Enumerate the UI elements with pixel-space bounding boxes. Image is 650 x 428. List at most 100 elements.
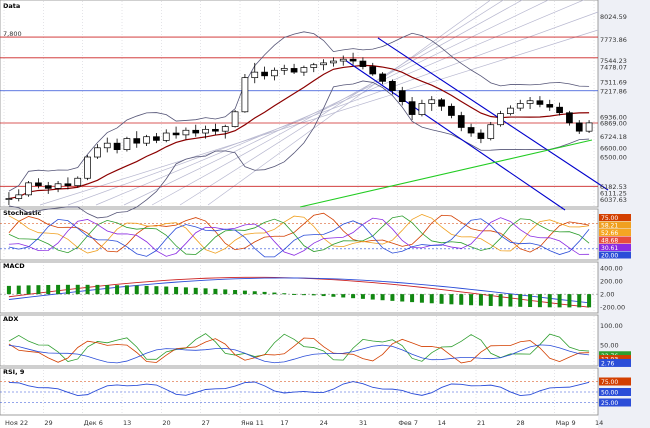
- macd-histogram-bar: [85, 284, 90, 295]
- price-axis-tick-label: 6936.00: [600, 113, 627, 121]
- macd-histogram-bar: [75, 284, 80, 295]
- adx-badge-label: 2.76: [601, 360, 615, 367]
- macd-histogram-bar: [183, 287, 188, 295]
- macd-histogram-bar: [26, 285, 31, 295]
- adx-badge: 2.76: [599, 358, 631, 367]
- macd-histogram-bar: [213, 288, 218, 295]
- price-axis-tick-label: 8024.59: [600, 13, 627, 21]
- channel-upper-line: [377, 37, 609, 191]
- stochastic-line: [8, 214, 590, 254]
- adx-panel-frame: [0, 314, 599, 367]
- candle-body: [379, 73, 386, 82]
- stochastic-badge: 52.66: [599, 229, 631, 237]
- candle-body: [231, 111, 239, 127]
- candle-body: [251, 71, 259, 79]
- stochastic-line: [8, 218, 590, 258]
- macd-histogram-bar: [508, 294, 513, 307]
- candle-body: [359, 60, 367, 67]
- macd-histogram-bar: [154, 286, 159, 295]
- candle-body: [162, 132, 170, 141]
- price-axis-tick-label: 6111.25: [600, 189, 627, 197]
- candle-body: [339, 58, 347, 62]
- adx-panel-title: ADX: [3, 315, 18, 323]
- candle-body: [310, 64, 318, 68]
- candle-body: [536, 100, 544, 105]
- adx-minus-di-line: [8, 337, 590, 364]
- candle-body: [349, 58, 357, 62]
- date-label: 14: [438, 419, 446, 427]
- macd-panel-frame: [0, 261, 599, 314]
- candle-body: [585, 122, 593, 132]
- rsi-line: [8, 381, 590, 397]
- bollinger-upper-line: [8, 31, 590, 192]
- price-panel-frame: [0, 0, 599, 208]
- date-label: 20: [162, 419, 170, 427]
- macd-histogram-bar: [301, 294, 306, 296]
- macd-histogram-bar: [370, 294, 375, 300]
- macd-histogram-bar: [410, 294, 415, 303]
- macd-histogram-bar: [272, 292, 277, 295]
- stochastic-line: [8, 212, 590, 253]
- macd-histogram-bar: [449, 294, 454, 305]
- macd-histogram-bar: [547, 294, 552, 308]
- date-label: Ноя 22: [5, 419, 28, 427]
- macd-histogram-bar: [115, 285, 120, 295]
- candle-body: [418, 103, 426, 115]
- adx-line: [8, 344, 590, 364]
- moving-average-line: [8, 64, 590, 200]
- candle-body: [448, 105, 455, 116]
- macd-histogram-bar: [351, 294, 356, 299]
- rsi-badge-label: 50.00: [601, 390, 618, 397]
- stochastic-badge-label: 75.00: [601, 215, 618, 222]
- candle-body: [182, 129, 190, 136]
- price-axis-tick-label: 6037.63: [600, 196, 627, 204]
- candle-body: [271, 69, 278, 77]
- adx-badge-bg: [599, 358, 631, 367]
- stochastic-badge-bg: [599, 236, 631, 244]
- rsi-plot: [0, 381, 598, 403]
- macd-histogram-bar: [557, 294, 562, 308]
- candle-body: [516, 103, 524, 109]
- date-label: 17: [280, 419, 288, 427]
- candle-body: [330, 60, 337, 64]
- macd-histogram-bar: [56, 284, 61, 295]
- price-axis-tick-label: 7478.07: [600, 63, 627, 71]
- candle-body: [467, 127, 475, 134]
- macd-histogram-bar: [174, 286, 179, 295]
- macd-histogram-bar: [6, 285, 11, 295]
- date-label: 31: [359, 419, 367, 427]
- macd-axis-tick-label: 400.00: [600, 265, 623, 273]
- macd-histogram-bar: [528, 294, 533, 308]
- candle-body: [389, 81, 396, 91]
- macd-histogram-bar: [65, 284, 70, 295]
- candle-body: [192, 129, 200, 134]
- candle-body: [457, 115, 465, 128]
- candle-body: [54, 183, 62, 189]
- date-label: 21: [477, 419, 485, 427]
- stochastic-badge-bg: [599, 251, 631, 259]
- macd-plot: [0, 276, 598, 308]
- candle-body: [290, 68, 298, 73]
- candle-body: [320, 62, 327, 66]
- stochastic-badge: 30.61: [599, 244, 631, 252]
- date-label: 14: [595, 419, 603, 427]
- macd-histogram-bar: [95, 284, 100, 295]
- grey-trend-line: [179, 0, 505, 206]
- macd-histogram-bar: [478, 294, 483, 306]
- stochastic-badge: 48.68: [599, 236, 631, 245]
- macd-histogram-bar: [16, 285, 21, 295]
- macd-histogram-bar: [292, 293, 297, 295]
- macd-histogram-bar: [429, 294, 434, 304]
- macd-histogram-bar: [439, 294, 444, 304]
- date-label: 28: [516, 419, 524, 427]
- candle-body: [64, 183, 72, 186]
- date-label: Фев 7: [398, 419, 418, 427]
- macd-histogram-bar: [242, 290, 247, 295]
- x-axis-date-labels: Ноя 22 29 Дек 6 13 20 27 Янв 11 17 24 31 Фев 7 14 21…: [5, 419, 603, 427]
- stochastic-badge-bg: [599, 229, 631, 236]
- candle-body: [15, 194, 23, 199]
- price-axis-tick-label: 6600.00: [600, 144, 627, 152]
- stochastic-badge: 75.00: [599, 214, 631, 222]
- macd-histogram-bar: [252, 291, 257, 295]
